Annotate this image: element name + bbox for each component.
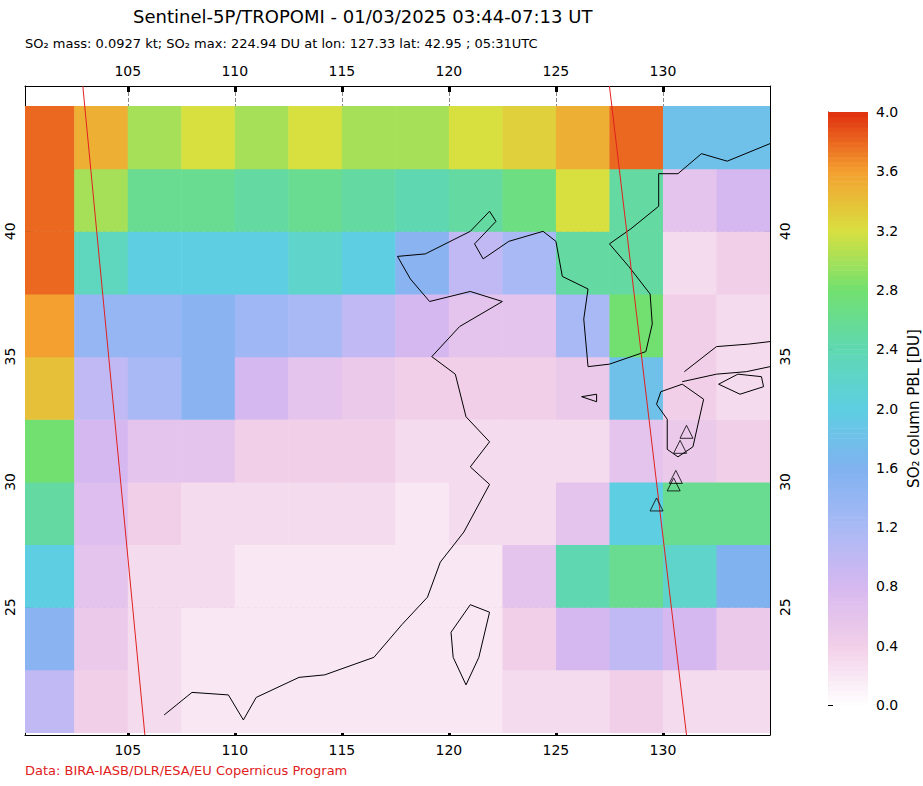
svg-text:120: 120 bbox=[436, 742, 463, 758]
svg-text:125: 125 bbox=[543, 63, 570, 79]
svg-text:0.0: 0.0 bbox=[876, 697, 898, 713]
svg-text:3.6: 3.6 bbox=[876, 163, 898, 179]
svg-text:30: 30 bbox=[2, 473, 18, 491]
svg-text:1.6: 1.6 bbox=[876, 460, 898, 476]
svg-text:SO₂ mass: 0.0927 kt; SO₂ max:: SO₂ mass: 0.0927 kt; SO₂ max: 224.94 DU … bbox=[25, 36, 538, 51]
svg-text:130: 130 bbox=[650, 742, 677, 758]
svg-text:40: 40 bbox=[2, 222, 18, 240]
svg-text:110: 110 bbox=[221, 63, 248, 79]
svg-text:115: 115 bbox=[328, 63, 355, 79]
svg-text:SO₂ column PBL [DU]: SO₂ column PBL [DU] bbox=[905, 329, 923, 488]
svg-text:Data: BIRA-IASB/DLR/ESA/EU Cop: Data: BIRA-IASB/DLR/ESA/EU Copernicus Pr… bbox=[25, 763, 347, 778]
svg-text:0.4: 0.4 bbox=[876, 638, 898, 654]
svg-text:115: 115 bbox=[328, 742, 355, 758]
svg-text:130: 130 bbox=[650, 63, 677, 79]
svg-text:2.8: 2.8 bbox=[876, 282, 898, 298]
svg-text:2.4: 2.4 bbox=[876, 341, 898, 357]
svg-text:30: 30 bbox=[777, 473, 793, 491]
svg-text:1.2: 1.2 bbox=[876, 519, 898, 535]
svg-text:35: 35 bbox=[777, 348, 793, 366]
svg-text:105: 105 bbox=[114, 63, 141, 79]
svg-text:125: 125 bbox=[543, 742, 570, 758]
svg-text:4.0: 4.0 bbox=[876, 104, 898, 120]
svg-text:120: 120 bbox=[436, 63, 463, 79]
svg-text:2.0: 2.0 bbox=[876, 401, 898, 417]
svg-text:3.2: 3.2 bbox=[876, 223, 898, 239]
svg-text:25: 25 bbox=[2, 598, 18, 616]
svg-text:40: 40 bbox=[777, 222, 793, 240]
svg-text:35: 35 bbox=[2, 348, 18, 366]
svg-text:110: 110 bbox=[221, 742, 248, 758]
svg-text:25: 25 bbox=[777, 598, 793, 616]
svg-text:Sentinel-5P/TROPOMI - 01/03/20: Sentinel-5P/TROPOMI - 01/03/2025 03:44-0… bbox=[133, 6, 593, 27]
svg-text:105: 105 bbox=[114, 742, 141, 758]
svg-text:0.8: 0.8 bbox=[876, 578, 898, 594]
